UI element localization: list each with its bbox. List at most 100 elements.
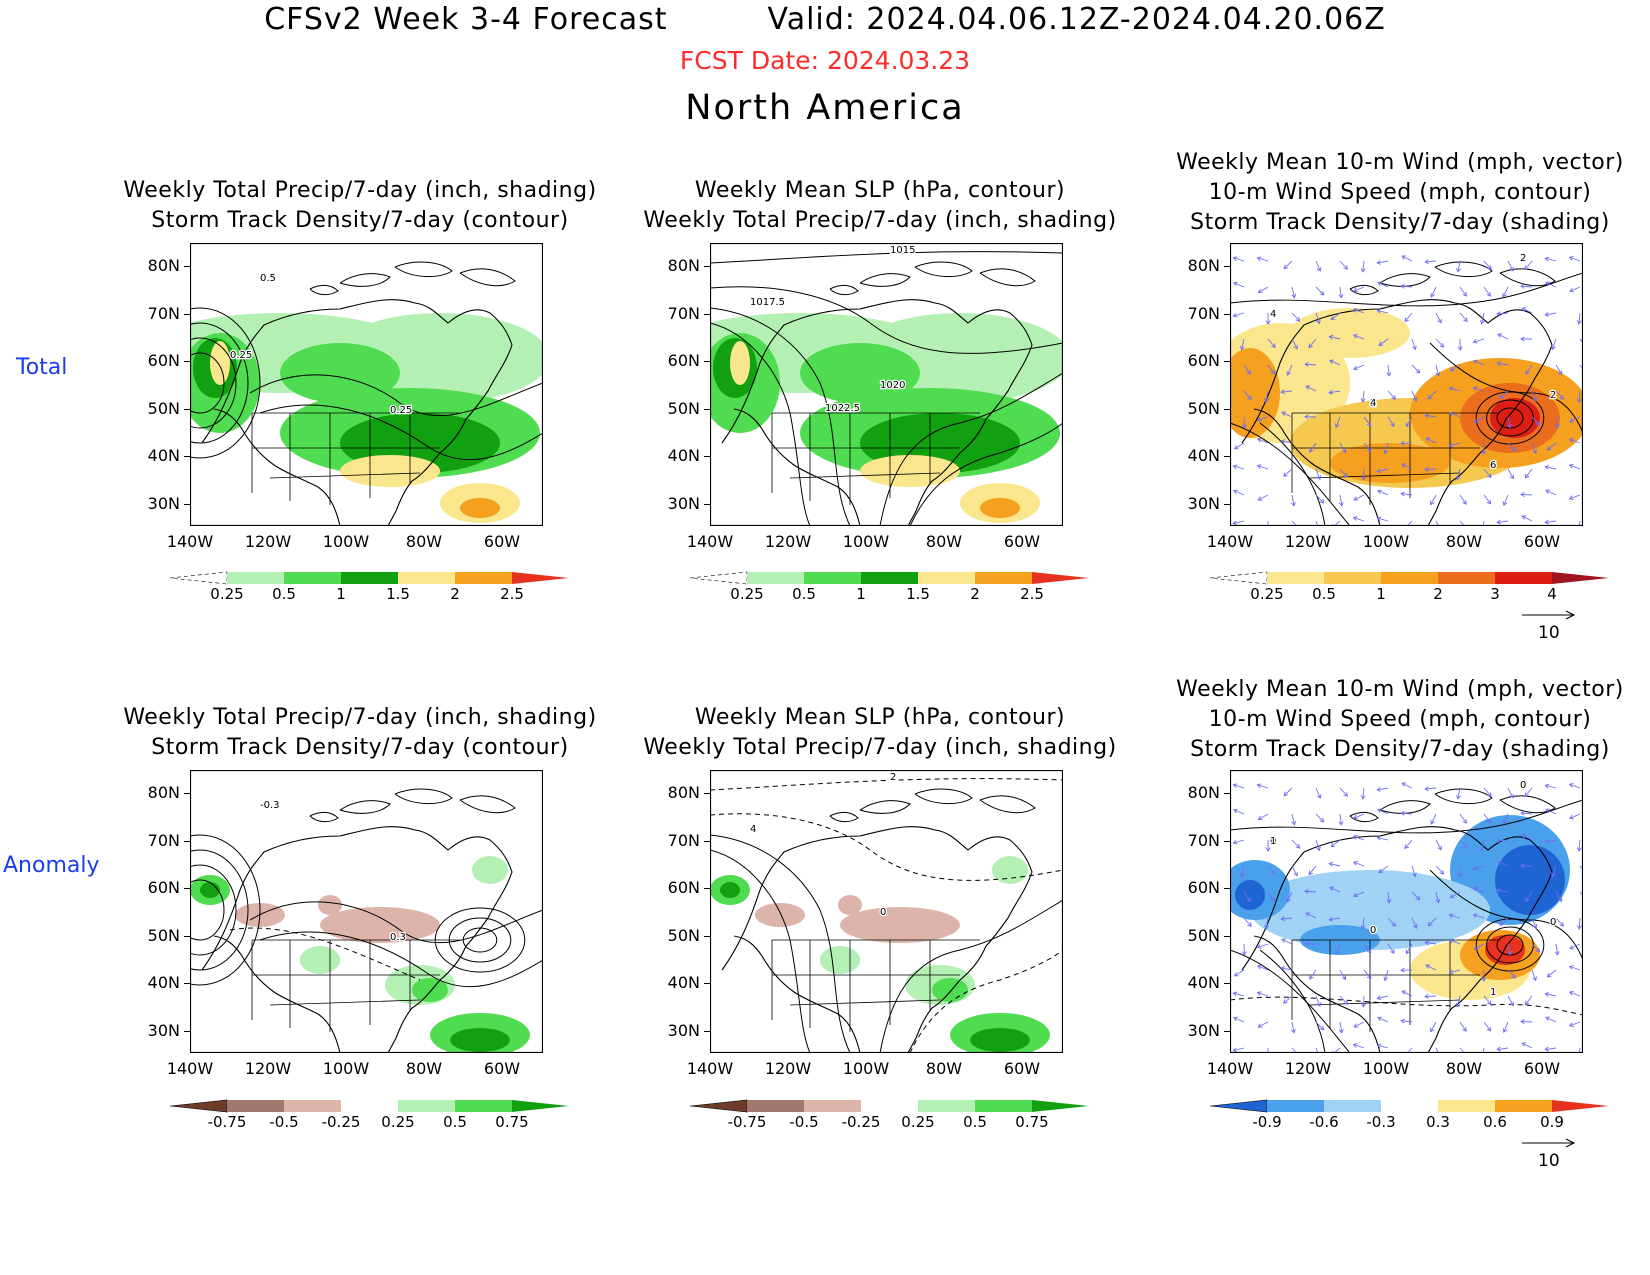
- colorbar-label: 1: [336, 585, 346, 603]
- latitude-label: 70N: [667, 303, 700, 323]
- latitude-label: 60N: [1187, 878, 1220, 897]
- colorbar-label: 3: [1490, 585, 1500, 603]
- colorbar-label: -0.75: [727, 1113, 767, 1131]
- colorbar-label: 1.5: [906, 585, 930, 603]
- contour-label: 2: [1550, 390, 1556, 401]
- contour-label: 2: [1520, 253, 1526, 264]
- colorbar-label: -0.5: [789, 1113, 819, 1131]
- colorbar-label: 2.5: [1020, 585, 1044, 603]
- longitude-label: 80W: [925, 532, 963, 551]
- colorbar-label: 0.75: [495, 1113, 529, 1131]
- valid-range: Valid: 2024.04.06.12Z-2024.04.20.06Z: [767, 2, 1386, 37]
- panel-title-line: Storm Track Density/7-day (shading): [1190, 210, 1610, 235]
- colorbar-label: -0.9: [1252, 1113, 1282, 1131]
- longitude-label: 140W: [166, 1059, 214, 1078]
- tick-mark: [1224, 840, 1230, 842]
- longitude-label: 120W: [244, 1059, 292, 1078]
- contour-label: 2: [1520, 253, 1526, 264]
- contour-label: 0: [1370, 925, 1376, 936]
- colorbar-label: 0.5: [1312, 585, 1336, 603]
- tick-mark: [1224, 456, 1230, 457]
- latitude-label: 50N: [147, 925, 180, 945]
- tick-mark: [704, 266, 710, 267]
- row-label-anomaly: Anomaly: [3, 853, 100, 878]
- colorbar-label: 0.3: [1426, 1113, 1450, 1131]
- latitude-label: 40N: [1187, 973, 1220, 992]
- colorbar: [1210, 1099, 1609, 1113]
- vector-reference-label: 10: [1538, 623, 1560, 643]
- latitude-label: 50N: [1187, 398, 1220, 418]
- latitude-label: 80N: [147, 256, 180, 275]
- contour-label: 0.5: [260, 273, 276, 284]
- longitude-label: 120W: [1284, 1059, 1332, 1078]
- longitude-label: 60W: [1523, 532, 1561, 551]
- contour-label: 0: [1270, 836, 1276, 847]
- longitude-label: 60W: [1003, 1059, 1041, 1078]
- tick-mark: [1224, 408, 1230, 410]
- colorbar-label: 1.5: [386, 585, 410, 603]
- latitude-label: 70N: [147, 830, 180, 850]
- colorbar-label: 1: [856, 585, 866, 603]
- tick-mark: [1224, 888, 1230, 889]
- forecast-date: FCST Date: 2024.03.23: [679, 46, 971, 75]
- longitude-label: 80W: [925, 1059, 963, 1078]
- latitude-label: 40N: [1187, 446, 1220, 465]
- shading-layer: [710, 313, 1063, 523]
- latitude-label: 30N: [1187, 493, 1220, 513]
- latitude-label: 60N: [667, 878, 700, 897]
- colorbar-label: 0.25: [210, 585, 244, 603]
- longitude-label: 60W: [483, 532, 521, 551]
- tick-mark: [704, 1030, 710, 1032]
- colorbar-label: -0.5: [269, 1113, 299, 1131]
- longitude-label: 120W: [764, 1059, 812, 1078]
- coastline-layer: [201, 788, 516, 1053]
- tick-mark: [1224, 983, 1230, 984]
- tick-mark: [1224, 503, 1230, 505]
- tick-mark: [1224, 361, 1230, 362]
- region-title: North America: [685, 88, 965, 128]
- colorbar-label: 2: [450, 585, 460, 603]
- latitude-label: 30N: [147, 1020, 180, 1040]
- colorbar-label: 4: [1547, 585, 1557, 603]
- panel-title: Weekly Total Precip/7-day (inch, shading…: [80, 703, 640, 763]
- map-panel: 4 2 0: [710, 770, 1063, 1053]
- tick-mark: [184, 935, 190, 937]
- shading-layer: [1230, 308, 1583, 488]
- latitude-label: 40N: [667, 446, 700, 465]
- colorbar-label: 2: [1433, 585, 1443, 603]
- row-label-total: Total: [16, 355, 68, 380]
- colorbar: [690, 1099, 1089, 1113]
- longitude-label: 120W: [244, 532, 292, 551]
- longitude-label: 120W: [1284, 532, 1332, 551]
- coastline-layer: [721, 788, 1036, 1053]
- latitude-label: 30N: [147, 493, 180, 513]
- colorbar-label: -0.75: [207, 1113, 247, 1131]
- latitude-label: 70N: [667, 830, 700, 850]
- colorbar-label: 0.5: [443, 1113, 467, 1131]
- colorbar-label: -0.6: [1309, 1113, 1339, 1131]
- tick-mark: [1224, 313, 1230, 315]
- colorbar-label: 0.25: [730, 585, 764, 603]
- tick-mark: [184, 361, 190, 362]
- vector-reference-label: 10: [1538, 1151, 1560, 1171]
- longitude-label: 140W: [1206, 532, 1254, 551]
- map-panel: -0.3 0.3: [190, 770, 543, 1053]
- coastline-layer: [1241, 788, 1556, 1053]
- tick-mark: [1224, 793, 1230, 794]
- colorbar-label: 0.5: [792, 585, 816, 603]
- contour-label: 1022.5: [825, 403, 860, 414]
- panel-title: Weekly Mean SLP (hPa, contour) Weekly Tot…: [600, 176, 1160, 236]
- latitude-label: 80N: [667, 783, 700, 802]
- tick-mark: [704, 456, 710, 457]
- contour-label: 2: [890, 772, 896, 783]
- panel-title-line: Weekly Total Precip/7-day (inch, shading…: [123, 178, 597, 203]
- tick-mark: [184, 983, 190, 984]
- tick-mark: [704, 313, 710, 315]
- figure-title: CFSv2 Week 3-4 Forecast Valid: 2024.04.06…: [0, 2, 1650, 37]
- longitude-label: 100W: [1362, 1059, 1410, 1078]
- longitude-label: 100W: [842, 532, 890, 551]
- tick-mark: [704, 840, 710, 842]
- panel-title-line: Weekly Mean 10-m Wind (mph, vector): [1176, 677, 1624, 702]
